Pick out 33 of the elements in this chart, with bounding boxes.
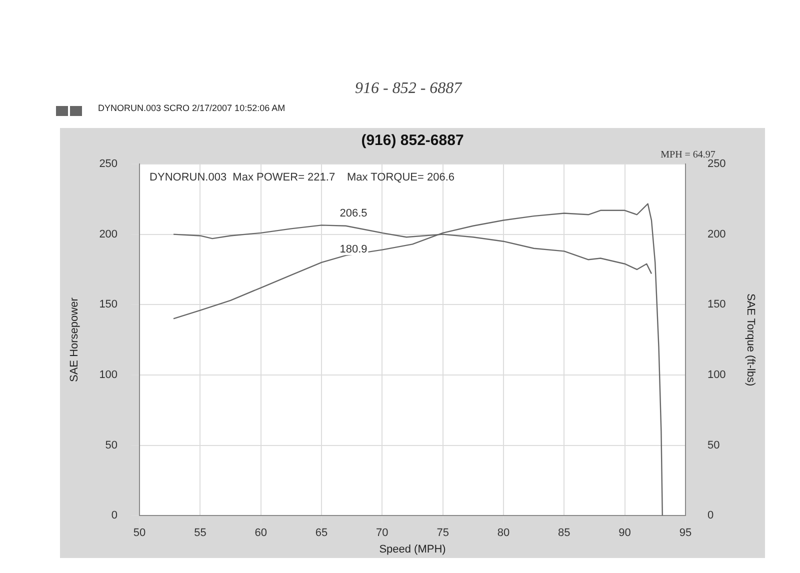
y2-tick-label: 150 <box>707 298 726 311</box>
y2-tick-label: 0 <box>707 510 714 522</box>
y-tick-label: 250 <box>99 158 118 170</box>
x-tick-label: 65 <box>315 527 328 540</box>
y-tick-label: 200 <box>99 228 118 240</box>
y-tick-label: 0 <box>111 510 118 522</box>
x-tick-label: 95 <box>679 527 692 540</box>
y-tick-label: 150 <box>99 298 118 311</box>
y-axis-title: SAE Horsepower <box>68 297 81 382</box>
x-tick-label: 85 <box>558 527 570 540</box>
x-tick-label: 90 <box>618 527 631 540</box>
y2-tick-label: 50 <box>707 439 720 452</box>
annotation: DYNORUN.003 Max POWER= 221.7 <box>150 172 336 184</box>
annotation: Max TORQUE= 206.6 <box>346 172 455 184</box>
x-tick-label: 75 <box>436 527 449 540</box>
text: MPH = 64.97 <box>660 150 716 161</box>
y-tick-label: 100 <box>99 368 118 381</box>
y2-tick-label: 250 <box>707 158 726 170</box>
y2-tick-label: 100 <box>707 368 726 381</box>
y-tick-label: 50 <box>105 439 118 452</box>
y2-axis-title: SAE Torque (ft-lbs) <box>744 293 756 386</box>
chart-subtitle: DYNORUN.003 SCRO 2/17/2007 10:52:06 AM <box>98 103 286 113</box>
annotation: 180.9 <box>340 244 368 256</box>
x-axis-title: Speed (MPH) <box>379 543 446 556</box>
text: 916 - 852 - 6887 <box>355 80 462 98</box>
x-tick-label: 60 <box>254 527 267 540</box>
x-tick-label: 55 <box>194 527 206 540</box>
y2-tick-label: 200 <box>707 228 726 240</box>
chart-title: (916) 852-6887 <box>361 132 464 150</box>
x-tick-label: 80 <box>497 527 510 540</box>
annotation: 206.5 <box>340 208 368 220</box>
x-tick-label: 50 <box>133 527 146 540</box>
x-tick-label: 70 <box>376 527 388 540</box>
